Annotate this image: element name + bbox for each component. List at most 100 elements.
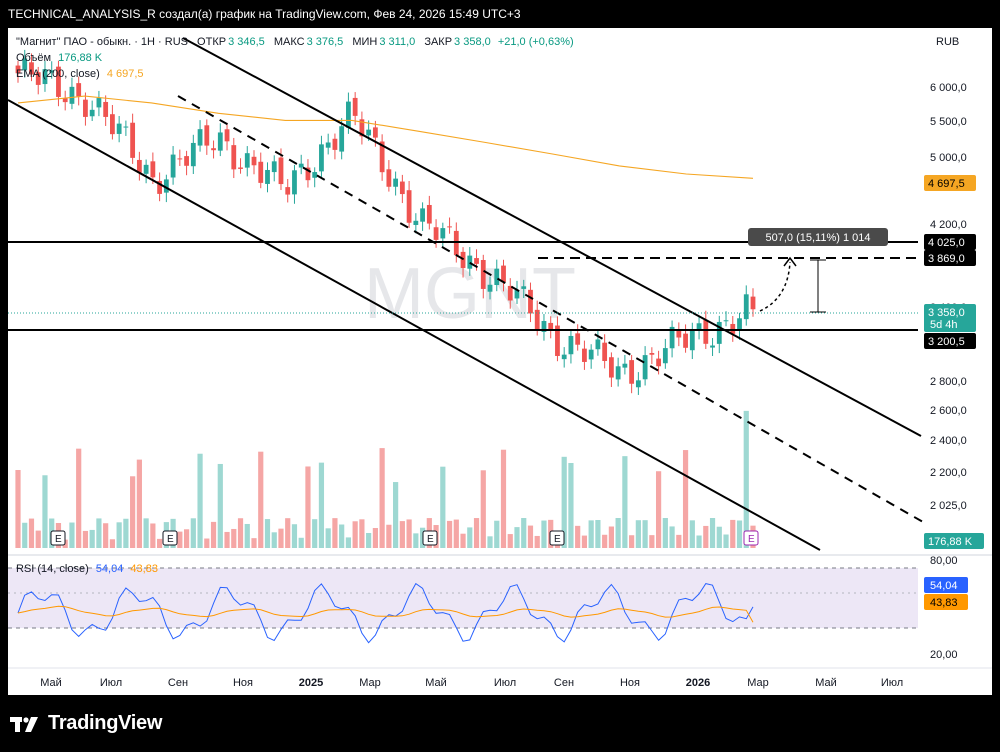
candle-body[interactable] [96,98,102,108]
candle-body[interactable] [514,290,520,299]
candle-body[interactable] [110,114,115,135]
candle-body[interactable] [676,329,682,338]
candle-body[interactable] [163,179,169,193]
candle-body[interactable] [15,65,21,74]
candle-body[interactable] [447,226,452,228]
candle-body[interactable] [575,333,581,345]
candle-body[interactable] [730,323,736,334]
candle-body[interactable] [197,129,203,146]
event-marker-4[interactable] [549,530,565,546]
candle-body[interactable] [602,342,608,361]
candle-body[interactable] [386,169,392,187]
candle-body[interactable] [190,142,196,167]
candle-body[interactable] [204,125,210,146]
candle-body[interactable] [561,354,567,360]
legend[interactable]: "Магнит" ПАО - обыкн. · 1Н · RUS ОТКР 3 3… [16,36,574,80]
candle-body[interactable] [474,258,479,264]
candle-body[interactable] [467,255,473,269]
candle-body[interactable] [528,289,533,314]
candle-body[interactable] [555,325,560,356]
candle-body[interactable] [548,322,554,330]
candle-body[interactable] [541,321,547,332]
candle-body[interactable] [305,167,311,181]
candle-body[interactable] [271,161,277,173]
event-marker-5[interactable] [743,530,759,546]
candle-body[interactable] [433,227,439,240]
candle-body[interactable] [278,157,284,185]
candle-body[interactable] [399,181,405,195]
candle-body[interactable] [359,119,365,137]
candle-body[interactable] [150,161,156,178]
candle-body[interactable] [136,159,142,173]
candle-body[interactable] [440,228,446,239]
candle-body[interactable] [22,58,28,71]
candle-body[interactable] [723,320,729,322]
candle-body[interactable] [123,126,129,128]
time-axis[interactable]: Май Июл Сен Ноя 2025 Мар Май Июл Сен Ноя 2026 Мар Ма… [40,677,903,689]
candle-body[interactable] [662,348,668,364]
candle-body[interactable] [534,309,540,331]
legend-ema-line[interactable]: EMA (200, close) 4 697,5 [16,68,144,80]
candle-body[interactable] [312,172,318,178]
candle-body[interactable] [42,69,48,85]
candle-body[interactable] [103,101,109,117]
candle-body[interactable] [501,265,506,283]
candle-body[interactable] [258,161,264,183]
candle-body[interactable] [426,204,432,224]
legend-main-line[interactable]: "Магнит" ПАО - обыкн. · 1Н · RUS ОТКР 3 3… [16,36,574,48]
candle-body[interactable] [35,72,41,85]
projection-arrow[interactable] [759,261,791,312]
candle-body[interactable] [379,141,385,173]
candle-body[interactable] [224,129,230,142]
candle-body[interactable] [696,323,702,331]
candle-body[interactable] [649,353,655,355]
event-marker-1[interactable] [50,530,66,546]
candle-body[interactable] [184,156,189,166]
candle-body[interactable] [568,335,574,355]
candle-body[interactable] [143,164,149,174]
candle-body[interactable] [339,126,345,152]
candle-body[interactable] [292,170,297,195]
candle-body[interactable] [420,208,425,222]
candle-body[interactable] [480,259,486,289]
candle-body[interactable] [157,180,163,194]
candle-body[interactable] [608,357,614,378]
candle-body[interactable] [325,142,331,148]
chart-svg[interactable]: MGNT 507,0 (15,11%) 1 014 RUB 6 000,0 5 … [8,28,992,695]
candle-body[interactable] [244,153,250,168]
candle-body[interactable] [352,97,358,116]
candle-body[interactable] [622,363,628,368]
tradingview-brand[interactable]: TradingView [10,712,162,735]
candle-body[interactable] [366,129,372,136]
candle-body[interactable] [689,329,695,351]
rsi-legend[interactable]: RSI (14, close) 54,04 43,83 [16,563,158,575]
candle-body[interactable] [642,355,648,380]
candle-body[interactable] [177,158,183,160]
candle-body[interactable] [588,349,594,360]
candle-body[interactable] [116,123,122,134]
candle-body[interactable] [487,284,493,292]
candle-body[interactable] [265,169,270,184]
candle-body[interactable] [62,98,68,103]
candle-body[interactable] [582,348,587,362]
price-scale[interactable]: RUB 6 000,0 5 500,0 5 000,0 4 200,0 3 40… [924,36,984,549]
candle-body[interactable] [170,154,176,178]
candle-body[interactable] [413,220,419,225]
candle-body[interactable] [238,167,243,169]
candle-body[interactable] [683,333,688,348]
candle-body[interactable] [743,294,749,320]
candle-body[interactable] [669,326,675,349]
candle-body[interactable] [737,318,742,331]
candle-body[interactable] [231,145,237,170]
candle-body[interactable] [507,285,513,301]
event-marker-3[interactable] [422,530,438,546]
candle-body[interactable] [251,156,257,166]
candle-body[interactable] [521,286,527,289]
candle-body[interactable] [656,358,661,367]
candle-body[interactable] [393,178,399,187]
candle-body[interactable] [635,380,641,388]
event-marker-2[interactable] [162,530,178,546]
candle-body[interactable] [285,187,291,195]
candle-body[interactable] [494,268,500,286]
candle-body[interactable] [319,144,324,172]
